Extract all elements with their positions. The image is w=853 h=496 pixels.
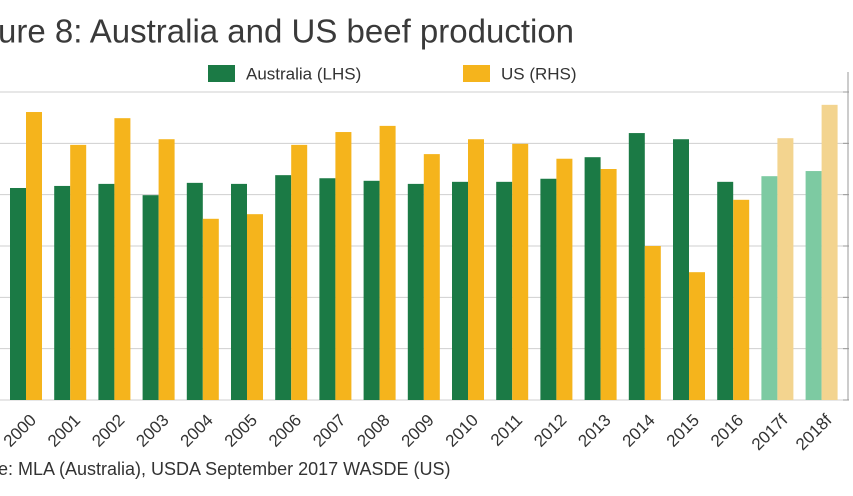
- bar: [158, 139, 175, 400]
- bar: [335, 132, 352, 401]
- bar: [54, 185, 71, 400]
- x-tick-label: 2004: [177, 411, 217, 451]
- bar: [231, 183, 247, 400]
- bar: [600, 169, 617, 400]
- bar: [319, 178, 336, 400]
- x-tick-label: 2010: [442, 411, 482, 451]
- x-tick-label: 2015: [663, 411, 703, 451]
- bar: [689, 272, 705, 400]
- x-tick-label: 2006: [265, 411, 305, 451]
- bar: [423, 154, 440, 400]
- bar: [717, 181, 734, 400]
- chart-title: ure 8: Australia and US beef production: [0, 13, 574, 50]
- x-tick-label: 2013: [574, 411, 614, 451]
- legend-label: US (RHS): [501, 64, 577, 83]
- bar: [186, 182, 203, 400]
- bar: [733, 199, 750, 400]
- bar: [584, 157, 601, 400]
- bar: [70, 144, 87, 400]
- bar: [540, 178, 557, 400]
- x-tick-label: 2014: [619, 411, 659, 451]
- x-tick-label: 2000: [0, 411, 40, 451]
- bar: [363, 180, 380, 400]
- bar: [556, 158, 573, 400]
- x-tick-label: 2016: [707, 411, 747, 451]
- x-tick-label: 2018f: [792, 410, 836, 454]
- x-tick-label: 2009: [398, 411, 438, 451]
- bar: [673, 139, 689, 400]
- x-tick-label: 2008: [353, 411, 393, 451]
- x-tick-label: 2017f: [748, 410, 792, 454]
- bar: [291, 144, 308, 400]
- bar: [379, 125, 396, 400]
- legend-swatch: [208, 65, 235, 82]
- bar: [512, 143, 529, 400]
- bar: [10, 187, 26, 400]
- legend-label: Australia (LHS): [246, 64, 361, 83]
- bar: [407, 183, 424, 400]
- bar: [628, 133, 645, 401]
- bar: [496, 181, 513, 400]
- x-tick-label: 2001: [44, 411, 84, 451]
- x-tick-label: 2012: [530, 411, 570, 451]
- bar: [114, 118, 131, 401]
- bar: [142, 195, 159, 400]
- bar: [98, 183, 115, 400]
- x-tick-label: 2003: [132, 411, 172, 451]
- bar: [247, 214, 263, 400]
- x-tick-label: 2005: [221, 411, 261, 451]
- chart-source: e: MLA (Australia), USDA September 2017 …: [0, 459, 451, 479]
- bar: [275, 175, 292, 400]
- bar: [761, 176, 778, 400]
- bar: [777, 138, 794, 400]
- bar: [468, 139, 484, 400]
- bar: [452, 181, 468, 400]
- x-tick-label: 2011: [487, 411, 526, 450]
- bar: [805, 171, 822, 400]
- bar: [644, 246, 661, 400]
- x-tick-label: 2002: [88, 411, 128, 451]
- bar: [821, 104, 838, 400]
- legend-swatch: [463, 65, 490, 82]
- x-tick-label: 2007: [309, 411, 349, 451]
- bar: [26, 112, 42, 401]
- bar: [202, 218, 219, 400]
